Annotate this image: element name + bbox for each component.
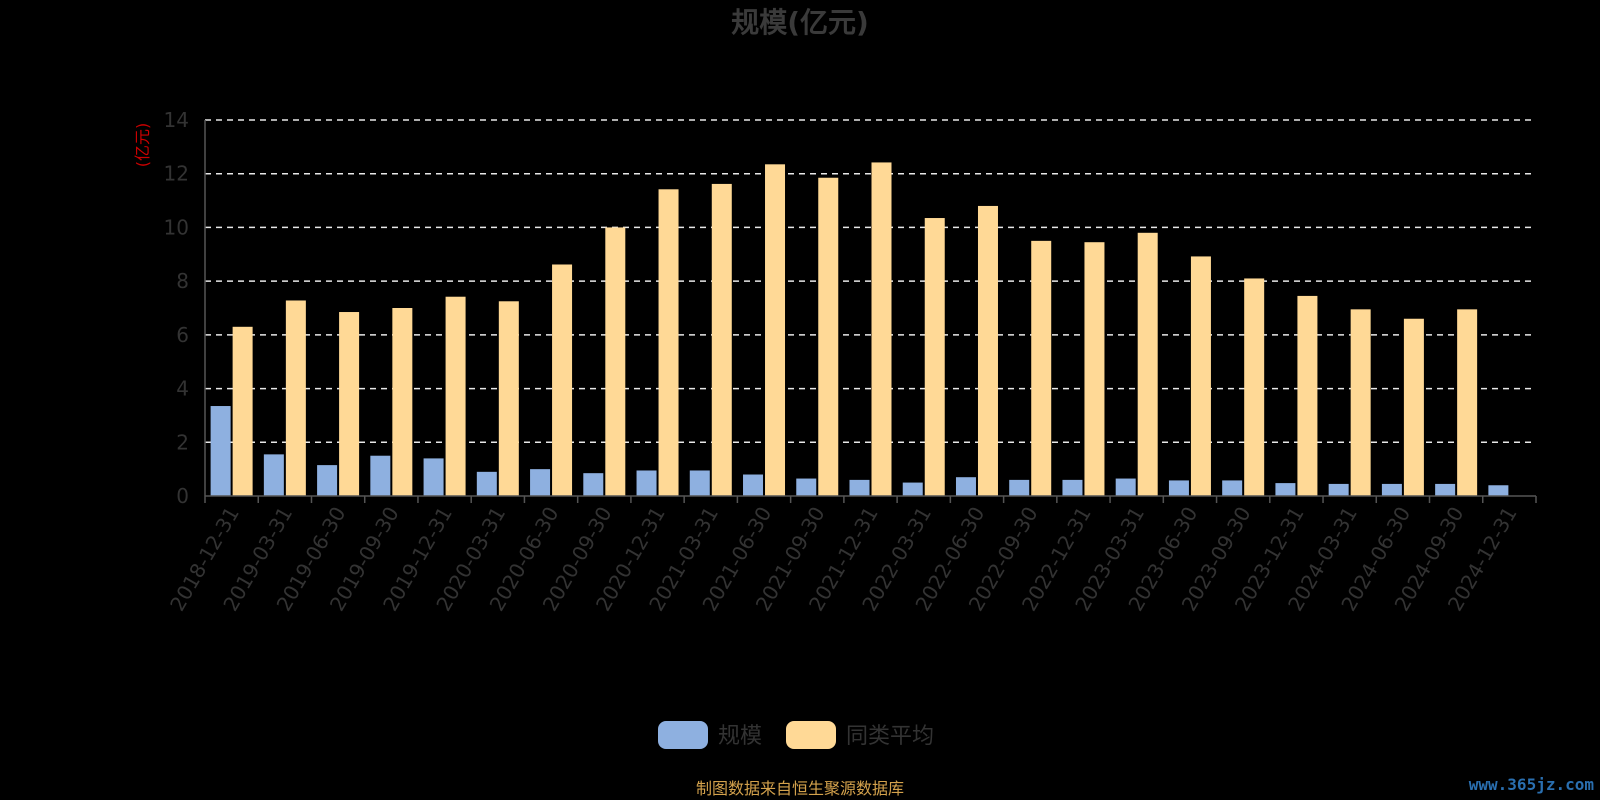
bar-peer-average xyxy=(339,312,360,496)
bar-scale xyxy=(423,458,444,496)
chart-title: 规模(亿元) xyxy=(731,6,869,39)
watermark: www.365jz.com xyxy=(1469,775,1595,794)
bar-peer-average xyxy=(1457,309,1478,496)
bar-peer-average xyxy=(1403,318,1424,496)
y-tick-label: 2 xyxy=(176,430,189,454)
bar-peer-average xyxy=(605,227,626,496)
bar-peer-average xyxy=(871,162,892,497)
bar-peer-average xyxy=(1031,240,1052,496)
bar-peer-average xyxy=(232,326,253,496)
y-tick-label: 0 xyxy=(176,484,189,508)
bar-scale xyxy=(1115,478,1136,496)
bar-scale xyxy=(1328,483,1349,496)
y-tick-label: 6 xyxy=(176,323,189,347)
bar-peer-average xyxy=(818,177,839,496)
bar-scale xyxy=(1435,483,1456,496)
legend-swatch xyxy=(786,721,836,749)
bar-scale xyxy=(849,479,870,496)
bars xyxy=(210,162,1509,497)
y-tick-label: 14 xyxy=(164,108,189,132)
bar-scale xyxy=(210,406,231,496)
y-tick-label: 10 xyxy=(164,215,189,239)
bar-peer-average xyxy=(658,189,679,496)
bar-scale xyxy=(1381,483,1402,496)
bar-scale xyxy=(1222,480,1243,496)
bar-peer-average xyxy=(1137,232,1158,497)
bar-peer-average xyxy=(1190,256,1211,496)
axes xyxy=(204,120,1537,503)
bar-peer-average xyxy=(1244,278,1265,496)
bar-scale xyxy=(1488,485,1509,496)
bar-scale xyxy=(263,454,284,496)
bar-scale xyxy=(530,469,551,496)
legend-label: 同类平均 xyxy=(846,724,934,749)
bar-scale xyxy=(476,471,497,496)
bar-peer-average xyxy=(1350,309,1371,496)
bar-peer-average xyxy=(552,264,573,496)
bar-scale xyxy=(1062,479,1083,496)
grid-lines xyxy=(205,119,1536,444)
bar-peer-average xyxy=(445,296,466,496)
bar-scale xyxy=(636,470,657,496)
legend-swatch xyxy=(658,721,708,749)
bar-scale xyxy=(583,473,604,496)
y-tick-label: 12 xyxy=(164,162,189,186)
bar-scale xyxy=(1168,480,1189,496)
x-axis-ticks: 2018-12-312019-03-312019-06-302019-09-30… xyxy=(165,503,1522,616)
data-source-note: 制图数据来自恒生聚源数据库 xyxy=(696,779,904,798)
bar-scale xyxy=(370,455,391,496)
bar-scale xyxy=(1009,479,1030,496)
bar-scale xyxy=(317,465,338,496)
bar-peer-average xyxy=(392,308,413,496)
bar-peer-average xyxy=(765,164,786,497)
y-axis-unit-label: (亿元) xyxy=(133,123,152,168)
bar-scale xyxy=(743,474,764,496)
bar-peer-average xyxy=(498,301,519,496)
y-tick-label: 4 xyxy=(176,377,189,401)
legend: 规模 同类平均 xyxy=(658,721,934,749)
bar-peer-average xyxy=(1297,295,1318,496)
y-axis-ticks: 0 2 4 6 8 10 12 14 xyxy=(164,108,189,508)
bar-peer-average xyxy=(977,205,998,496)
bar-scale xyxy=(902,482,923,496)
y-tick-label: 8 xyxy=(176,269,189,293)
bar-peer-average xyxy=(924,218,945,496)
bar-scale xyxy=(689,470,710,496)
bar-peer-average xyxy=(1084,242,1105,496)
bar-scale xyxy=(1275,483,1296,496)
bar-peer-average xyxy=(285,300,306,496)
bar-peer-average xyxy=(711,183,732,497)
bar-scale xyxy=(955,477,976,496)
legend-label: 规模 xyxy=(718,724,762,749)
bar-scale xyxy=(796,478,817,496)
